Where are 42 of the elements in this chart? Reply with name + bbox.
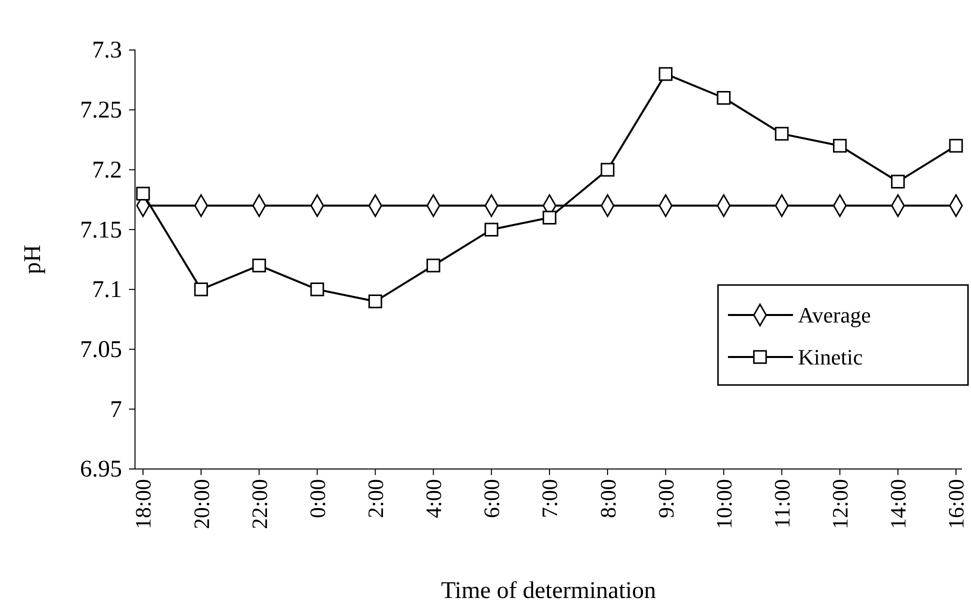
legend-label: Average — [798, 302, 871, 328]
x-tick-label: 11:00 — [769, 479, 794, 528]
x-tick-label: 6:00 — [479, 479, 504, 518]
x-axis-title: Time of determination — [440, 578, 656, 604]
y-tick-label: 7.3 — [92, 38, 122, 64]
point — [484, 222, 498, 236]
point — [194, 282, 208, 296]
x-tick-label: 22:00 — [246, 479, 272, 530]
legend-label: Kinetic — [798, 344, 863, 370]
y-tick-label: 7.15 — [80, 217, 122, 244]
point — [368, 294, 382, 308]
point — [716, 91, 731, 105]
y-tick-label: 6.95 — [80, 456, 122, 483]
point — [891, 174, 905, 189]
x-tick-label: 10:00 — [711, 479, 736, 530]
x-tick-label: 14:00 — [886, 479, 911, 530]
point — [252, 258, 266, 272]
point — [542, 210, 556, 224]
x-tick-label: 4:00 — [421, 479, 446, 518]
y-axis-title: pH — [20, 244, 46, 274]
y-tick-label: 7.1 — [92, 277, 122, 304]
point — [832, 138, 847, 153]
x-tick-label: 18:00 — [130, 479, 156, 530]
y-tick-label: 7 — [110, 396, 122, 423]
x-tick-label: 7:00 — [537, 479, 562, 518]
y-tick-label: 7.25 — [80, 98, 122, 124]
x-tick-label: 16:00 — [944, 479, 969, 530]
point — [774, 126, 789, 141]
x-tick-label: 20:00 — [188, 479, 214, 530]
x-tick-label: 8:00 — [595, 479, 620, 518]
x-tick-label: 0:00 — [304, 479, 330, 518]
x-tick-label: 2:00 — [362, 479, 388, 518]
point — [426, 258, 440, 272]
x-tick-label: 12:00 — [828, 479, 853, 530]
y-tick-label: 7.05 — [80, 336, 122, 363]
point — [600, 162, 614, 177]
point — [949, 138, 963, 153]
point — [310, 282, 324, 296]
x-tick-label: 9:00 — [653, 479, 678, 518]
point — [658, 67, 673, 81]
y-tick-label: 7.2 — [92, 157, 122, 184]
point — [136, 186, 150, 201]
